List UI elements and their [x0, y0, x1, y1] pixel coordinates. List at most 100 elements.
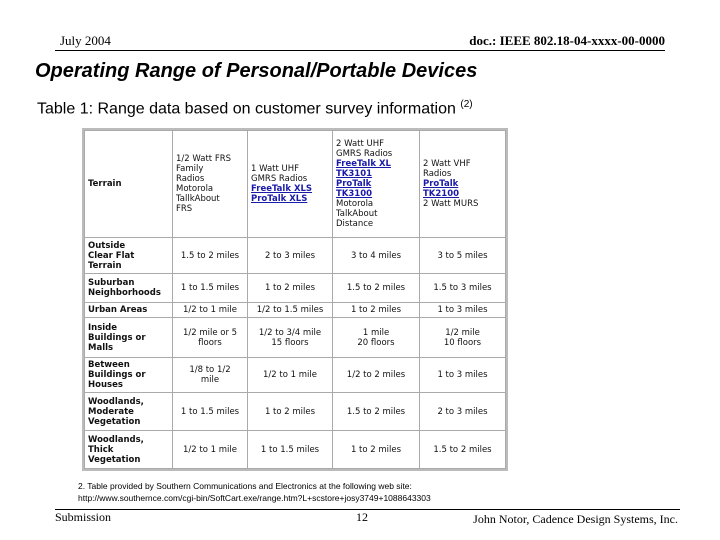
table-row: Woodlands, Moderate Vegetation 1 to 1.5 mil… [84, 392, 506, 431]
table-cell: 1 to 1.5 miles [172, 273, 248, 303]
range-table: Terrain 1/2 Watt FRS Family Radios Motorola T… [82, 128, 508, 471]
cell-line: 2 Watt VHF [423, 159, 471, 169]
table-row: Urban Areas 1/2 to 1 mile 1/2 to 1.5 miles… [84, 302, 506, 318]
cell-line: 1/2 to 3/4 mile [258, 327, 322, 338]
cell-line: Radios [176, 174, 205, 184]
cell-line: Urban Areas [88, 305, 148, 315]
subtitle: Table 1: Range data based on customer su… [37, 99, 473, 118]
cell-line: mile [200, 375, 220, 385]
table-cell: 1/2 to 1 mile [247, 357, 333, 393]
cell-line: Suburban [88, 278, 135, 288]
footer-right: John Notor, Cadence Design Systems, Inc. [473, 512, 678, 526]
table-cell: 1 mile 20 floors [332, 317, 420, 358]
table-cell: 1 to 2 miles [332, 430, 420, 469]
cell-line: 1/2 to 1 mile [183, 444, 237, 455]
table-cell: Between Buildings or Houses [84, 357, 173, 393]
cell-line: TK3100 [336, 189, 373, 199]
table-row: Woodlands, Thick Vegetation 1/2 to 1 mile 1 … [84, 430, 506, 469]
footnote: 2. Table provided by Southern Communicat… [78, 480, 431, 504]
table-cell: 3 to 5 miles [419, 237, 506, 274]
table-cell: 1 to 3 miles [419, 357, 506, 393]
cell-line: Distance [336, 219, 374, 229]
cell-line: TallkAbout [176, 194, 220, 204]
table-cell: Outside Clear Flat Terrain [84, 237, 173, 274]
cell-line: 1/2 to 2 miles [346, 370, 406, 380]
cell-line: 15 floors [271, 337, 309, 348]
cell-line: 2 to 3 miles [264, 250, 316, 261]
cell-line: 1 to 2 miles [350, 444, 402, 455]
date: July 2004 [60, 33, 111, 48]
table-cell: 1 to 1.5 miles [247, 430, 333, 469]
footnote-line: http://www.southernce.com/cgi-bin/SoftCa… [78, 493, 431, 503]
header-row: Terrain 1/2 Watt FRS Family Radios Motorola T… [84, 130, 506, 238]
cell-line: 1.5 to 2 miles [433, 444, 492, 455]
table-row: Outside Clear Flat Terrain 1.5 to 2 miles 2 … [84, 237, 506, 274]
cell-line: 1.5 to 2 miles [346, 283, 406, 293]
cell-line: ProTalk [336, 179, 372, 189]
table-cell: 1/2 to 1 mile [172, 430, 248, 469]
cell-line: Radios [423, 169, 452, 179]
table-cell: 2 to 3 miles [419, 392, 506, 431]
table-cell: 1 to 2 miles [247, 273, 333, 303]
table-cell: 1/8 to 1/2 mile [172, 357, 248, 393]
table-cell: 3 to 4 miles [332, 237, 420, 274]
cell-line: Terrain [88, 179, 122, 189]
table-cell: 1/2 mile or 5 floors [172, 317, 248, 358]
footer-left: Submission [55, 510, 112, 524]
header-cell: Terrain [84, 130, 173, 238]
cell-line: Houses [88, 380, 123, 390]
cell-line: 1.5 to 2 miles [346, 406, 406, 417]
cell-line: TalkAbout [336, 209, 378, 219]
cell-line: TK2100 [423, 189, 460, 199]
table-cell: 1/2 mile 10 floors [419, 317, 506, 358]
cell-line: 1 to 2 miles [264, 283, 316, 293]
cell-line: Woodlands, [88, 396, 144, 407]
cell-line: Clear Flat [88, 250, 135, 261]
cell-line: 1 to 1.5 miles [180, 406, 240, 417]
cell-line: 1 to 1.5 miles [260, 444, 320, 455]
cell-line: 1 to 2 miles [350, 305, 402, 315]
cell-line: 1.5 to 2 miles [180, 250, 240, 261]
cell-line: Inside [88, 322, 118, 333]
cell-line: 10 floors [443, 337, 482, 348]
cell-line: 1 to 1.5 miles [180, 283, 240, 293]
cell-line: 1/2 to 1 mile [263, 370, 317, 380]
cell-line: 20 floors [357, 337, 395, 348]
header-cell: 1/2 Watt FRS Family Radios Motorola TallkAbo… [172, 130, 248, 238]
cell-line: Motorola [336, 199, 374, 209]
cell-line: FreeTalk XL [336, 159, 391, 169]
cell-line: 1/2 mile or 5 [182, 327, 238, 338]
cell-line: Woodlands, [88, 434, 144, 445]
table-cell: Urban Areas [84, 302, 173, 318]
cell-line: 1 to 3 miles [437, 305, 488, 315]
cell-line: 1/2 to 1.5 miles [256, 305, 324, 315]
cell-line: Family [176, 164, 204, 174]
cell-line: 2 Watt MURS [423, 199, 479, 209]
cell-line: Outside [88, 240, 126, 251]
subtitle-note: (2) [460, 99, 473, 110]
cell-line: 1 to 3 miles [437, 370, 488, 380]
cell-line: 1/8 to 1/2 [189, 365, 231, 375]
cell-line: Neighborhoods [88, 288, 161, 298]
table-cell: 1 to 3 miles [419, 302, 506, 318]
table-cell: Inside Buildings or Malls [84, 317, 173, 358]
table-cell: 1.5 to 2 miles [419, 430, 506, 469]
cell-line: Buildings or [88, 332, 146, 343]
cell-line: 1/2 mile [445, 327, 480, 338]
table-cell: 1.5 to 3 miles [419, 273, 506, 303]
table-cell: 1 to 2 miles [332, 302, 420, 318]
table-row: Inside Buildings or Malls 1/2 mile or 5 floo… [84, 317, 506, 358]
cell-line: 3 to 5 miles [437, 250, 488, 261]
subtitle-text: Table 1: Range data based on customer su… [37, 100, 456, 118]
cell-line: FreeTalk XLS [251, 184, 313, 194]
doc-id: doc.: IEEE 802.18-04-xxxx-00-0000 [469, 33, 665, 48]
header-cell: 2 Watt VHF Radios ProTalk TK2100 2 Watt MURS [419, 130, 506, 238]
footnote-line: 2. Table provided by Southern Communicat… [78, 481, 412, 491]
cell-line: ProTalk XLS [251, 194, 308, 204]
cell-line: Thick [88, 444, 114, 455]
table-cell: 1 to 2 miles [247, 392, 333, 431]
header-cell: 1 Watt UHF GMRS Radios FreeTalk XLS ProTalk… [247, 130, 333, 238]
table-cell: Woodlands, Moderate Vegetation [84, 392, 173, 431]
table-cell: 1.5 to 2 miles [172, 237, 248, 274]
